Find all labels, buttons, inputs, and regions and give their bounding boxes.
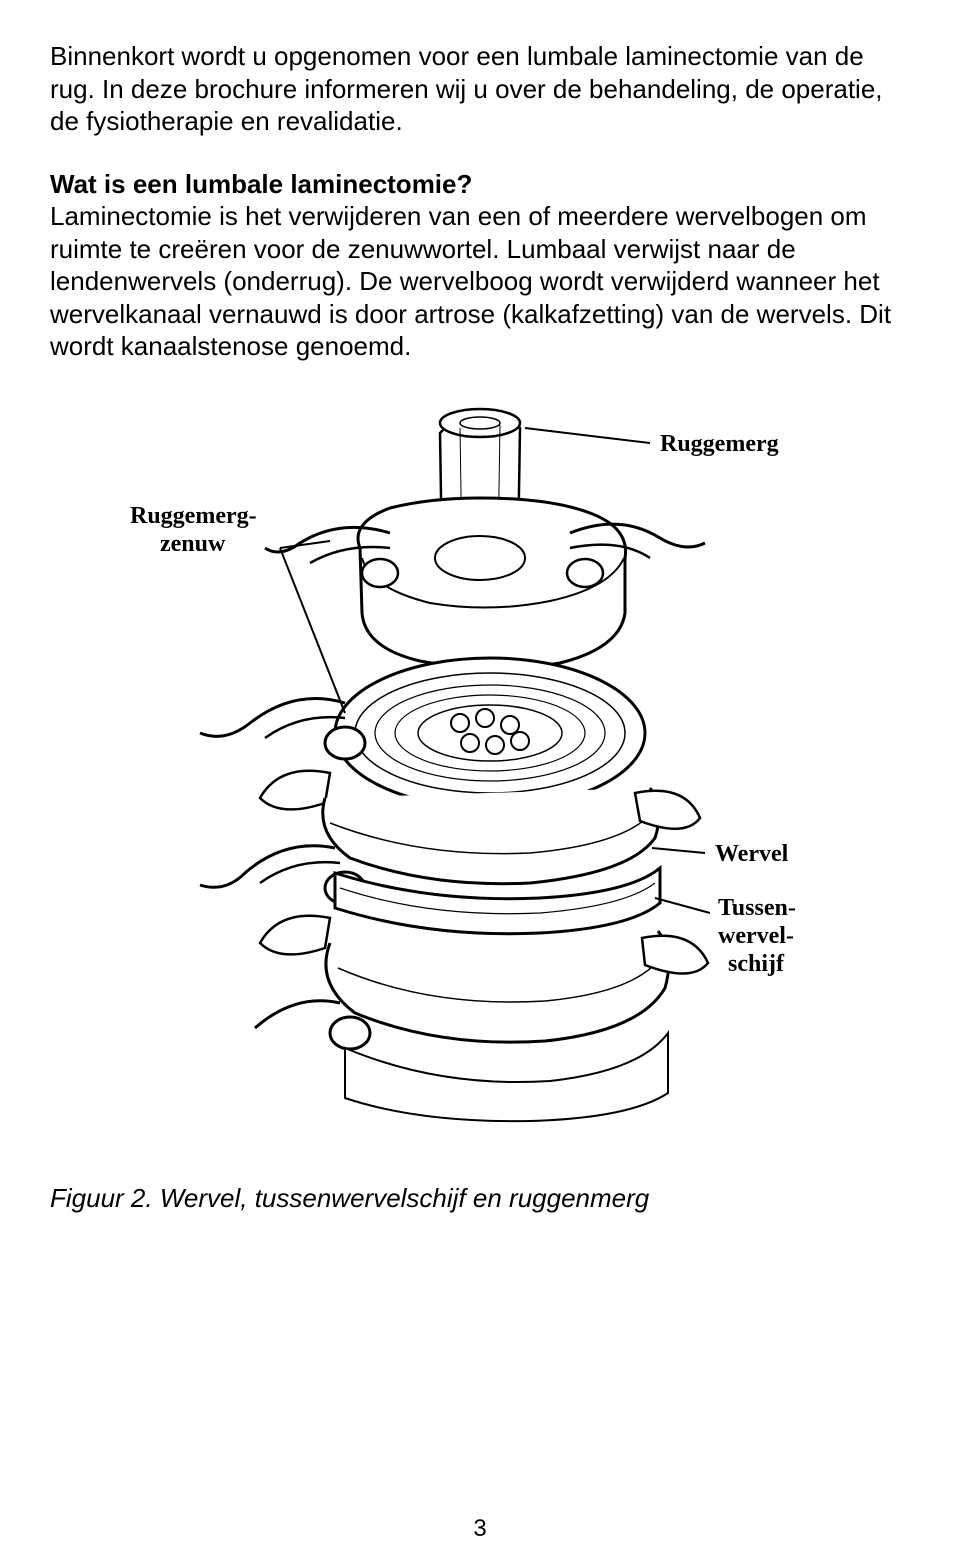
body-paragraph: Laminectomie is het verwijderen van een … [50, 200, 910, 363]
label-tussen-1: Tussen- [718, 895, 796, 921]
diagram-container: Ruggemerg Ruggemerg- zenuw Wervel Tussen… [50, 403, 910, 1123]
label-tussen-2: wervel- [718, 923, 794, 949]
intro-paragraph: Binnenkort wordt u opgenomen voor een lu… [50, 40, 910, 138]
spine-diagram: Ruggemerg Ruggemerg- zenuw Wervel Tussen… [130, 403, 830, 1123]
section-heading: Wat is een lumbale laminectomie? [50, 168, 910, 201]
page-number: 3 [0, 1515, 960, 1543]
label-ruggemergzenuw-2: zenuw [160, 531, 226, 557]
label-tussen-3: schijf [728, 951, 785, 977]
label-ruggemerg: Ruggemerg [660, 431, 779, 457]
figure-caption: Figuur 2. Wervel, tussenwervelschijf en … [50, 1183, 910, 1214]
label-ruggemergzenuw-1: Ruggemerg- [130, 503, 257, 529]
label-wervel: Wervel [715, 841, 789, 867]
